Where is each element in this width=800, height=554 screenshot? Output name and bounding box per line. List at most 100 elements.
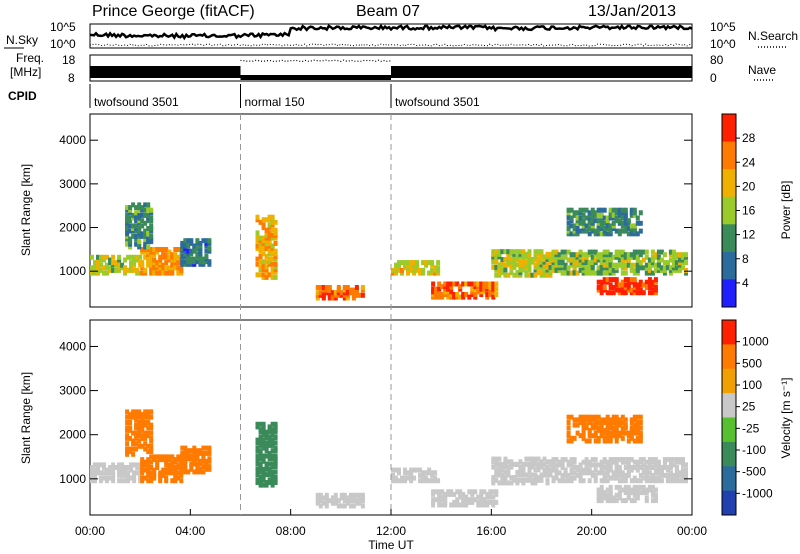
scatter-cell (126, 465, 131, 470)
scatter-cell (644, 279, 649, 285)
scatter-cell (656, 265, 661, 271)
scatter-cell (629, 457, 634, 463)
scatter-cell (207, 466, 212, 472)
scatter-cell (195, 259, 200, 265)
scatter-cell (521, 254, 526, 260)
scatter-cell (433, 478, 438, 484)
scatter-cell (96, 260, 100, 266)
scatter-cell (195, 450, 200, 456)
scatter-cell (128, 412, 133, 418)
scatter-cell (186, 448, 191, 454)
scatter-cell (599, 254, 604, 260)
scatter-cell (140, 207, 145, 213)
scatter-cell (149, 478, 154, 484)
scatter-cell (653, 254, 658, 260)
scatter-cell (533, 264, 538, 270)
scatter-cell (641, 487, 646, 493)
scatter-cell (164, 459, 169, 465)
scatter-cell (533, 267, 538, 273)
scatter-cell (503, 477, 508, 483)
scatter-cell (146, 459, 151, 465)
scatter-cell (161, 457, 166, 463)
scatter-cell (524, 254, 529, 260)
scatter-cell (131, 412, 136, 418)
scatter-cell (563, 467, 568, 473)
scatter-cell (273, 233, 278, 238)
scatter-cell (273, 264, 278, 270)
scatter-cell (623, 223, 628, 229)
scatter-cell (146, 231, 151, 237)
scatter-cell (430, 267, 435, 273)
scatter-cell (684, 472, 688, 478)
scatter-cell (488, 289, 493, 295)
scatter-cell (273, 429, 278, 435)
scatter-cell (452, 281, 457, 287)
scatter-cell (446, 284, 451, 290)
scatter-cell (409, 475, 414, 481)
scatter-cell (626, 218, 631, 224)
scatter-cell (105, 254, 109, 260)
scatter-cell (641, 462, 646, 468)
scatter-cell (539, 249, 544, 255)
scatter-cell (158, 260, 163, 266)
scatter-cell (518, 270, 523, 276)
colorbar-tick-label: -25 (742, 421, 760, 435)
scatter-cell (120, 465, 125, 470)
scatter-cell (626, 277, 631, 283)
scatter-cell (315, 292, 320, 298)
freq-bar-2 (391, 66, 692, 78)
scatter-cell (491, 286, 496, 292)
scatter-cell (183, 248, 188, 254)
scatter-cell (198, 243, 203, 249)
scatter-cell (647, 459, 652, 465)
scatter-cell (509, 262, 514, 268)
scatter-cell (143, 475, 148, 481)
scatter-cell (158, 265, 163, 271)
scatter-cell (512, 461, 517, 467)
scatter-cell (581, 478, 586, 484)
scatter-cell (593, 475, 598, 481)
scatter-cell (678, 459, 682, 465)
scatter-cell (132, 257, 137, 263)
scatter-cell (449, 502, 454, 508)
scatter-cell (533, 461, 538, 467)
scatter-cell (201, 458, 206, 464)
scatter-cell (539, 477, 544, 483)
scatter-cell (656, 260, 661, 266)
scatter-cell (140, 223, 145, 229)
scatter-cell (527, 267, 532, 273)
scatter-cell (186, 259, 191, 265)
scatter-cell (635, 495, 640, 501)
scatter-cell (321, 287, 326, 293)
scatter-cell (152, 454, 157, 460)
scatter-cell (108, 475, 113, 481)
scatter-cell (509, 257, 514, 262)
scatter-cell (135, 270, 140, 276)
scatter-cell (647, 267, 652, 273)
scatter-cell (650, 475, 655, 481)
scatter-cell (149, 443, 154, 449)
scatter-cell (267, 435, 272, 440)
scatter-cell (461, 281, 466, 287)
scatter-cell (261, 474, 266, 480)
scatter-cell (605, 262, 610, 268)
scatter-cell (581, 270, 586, 276)
scatter-cell (569, 467, 574, 473)
scatter-cell (626, 430, 631, 436)
scatter-cell (614, 462, 619, 468)
scatter-cell (653, 267, 658, 273)
scatter-cell (605, 220, 610, 226)
scatter-cell (264, 217, 269, 223)
scatter-cell (264, 445, 269, 451)
scatter-cell (406, 470, 410, 476)
scatter-cell (449, 281, 454, 287)
scatter-cell (491, 257, 496, 262)
scatter-cell (158, 254, 163, 260)
scatter-cell (569, 457, 574, 463)
scatter-cell (644, 262, 649, 268)
scatter-cell (479, 284, 484, 290)
scatter-cell (614, 218, 619, 224)
scatter-cell (605, 427, 610, 433)
scatter-cell (351, 495, 356, 501)
scatter-cell (638, 425, 643, 431)
